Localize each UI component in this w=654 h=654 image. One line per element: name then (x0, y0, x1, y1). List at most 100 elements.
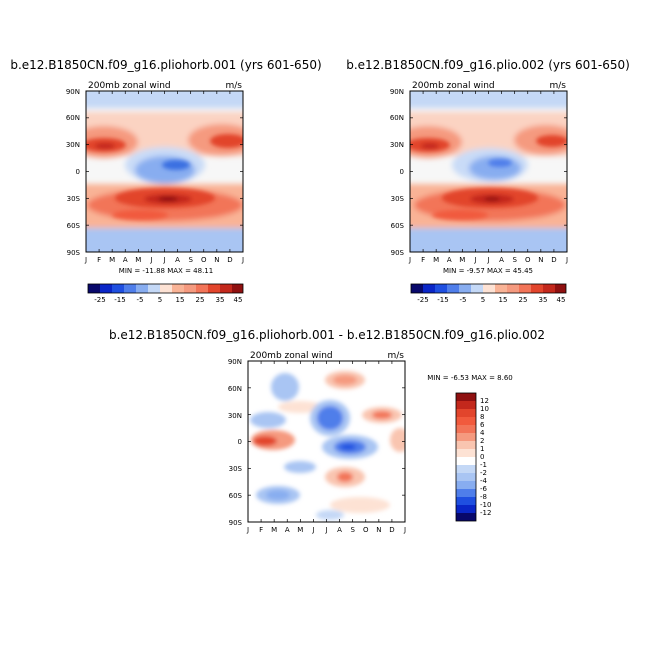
panel-c: b.e12.B1850CN.f09_g16.pliohorb.001 - b.e… (109, 328, 545, 534)
panel-c-ylabel-90n: 90N (228, 358, 242, 366)
panel-b-xlabel: M (433, 256, 439, 264)
panel-a-xlabel: D (227, 256, 232, 264)
panel-c-xlabel: A (337, 526, 342, 534)
panel-a-subtitle: 200mb zonal wind (88, 81, 171, 91)
panel-c-cbar-label: 1 (480, 445, 484, 453)
panel-b-xlabel: N (538, 256, 543, 264)
panel-b-ylabel-30n: 30N (390, 141, 404, 149)
panel-c-ylabel-60s: 60S (229, 492, 243, 500)
panel-a-cbar-label: 25 (196, 296, 205, 304)
panel-c-cbar-label: 4 (480, 429, 485, 437)
panel-b-ylabel-0: 0 (400, 168, 404, 176)
panel-b-units: m/s (550, 81, 567, 91)
panel-a-ylabel-90s: 90S (67, 249, 81, 257)
panel-c-ylabel-90s: 90S (229, 519, 243, 527)
panel-a-ylabel-60n: 60N (66, 114, 80, 122)
panel-b-xlabel: A (499, 256, 504, 264)
panel-b-cbar-label: 45 (557, 296, 566, 304)
panel-a-cbar-label: -5 (137, 296, 144, 304)
panel-c-ylabel-30s: 30S (229, 465, 243, 473)
panel-b-stats: MIN = -9.57 MAX = 45.45 (443, 267, 533, 275)
panel-a-cbar-label: 35 (216, 296, 225, 304)
panel-c-cbar-label: -2 (480, 469, 487, 477)
panel-a-stats: MIN = -11.88 MAX = 48.11 (119, 267, 213, 275)
panel-a-units: m/s (226, 81, 243, 91)
panel-b-colorbar: -25 -15 -5 5 15 25 35 45 (410, 283, 567, 304)
panel-b-xlabel: D (551, 256, 556, 264)
panel-b-subtitle: 200mb zonal wind (412, 81, 495, 91)
panel-b-title: b.e12.B1850CN.f09_g16.plio.002 (yrs 601-… (346, 58, 630, 72)
panel-b-ylabel-90n: 90N (390, 88, 404, 96)
panel-a-xlabel: J (241, 256, 244, 264)
panel-c-cbar-label: 8 (480, 413, 484, 421)
panel-c-xlabel: N (376, 526, 381, 534)
panel-b-xlabel: J (473, 256, 476, 264)
panel-a-cbar-label: 5 (158, 296, 162, 304)
panel-c-cbar-label: -8 (480, 493, 487, 501)
panel-a-xlabel: F (97, 256, 101, 264)
panel-b-xlabel: F (421, 256, 425, 264)
panel-a-cbar-label: -25 (94, 296, 105, 304)
panel-c-units: m/s (388, 351, 405, 361)
panel-b-cbar-label: 5 (481, 296, 485, 304)
panel-a-xlabel: M (135, 256, 141, 264)
panel-c-ylabel-60n: 60N (228, 385, 242, 393)
panel-a-xlabel: O (201, 256, 207, 264)
panel-c-xlabel: A (285, 526, 290, 534)
panel-c-cbar-label: 6 (480, 421, 485, 429)
panel-a-xlabel: M (109, 256, 115, 264)
panel-a-xlabel: A (123, 256, 128, 264)
panel-a-ylabel-0: 0 (76, 168, 80, 176)
panel-a-ylabel-90n: 90N (66, 88, 80, 96)
panel-c-stats: MIN = -6.53 MAX = 8.60 (427, 374, 513, 382)
panel-c-ylabel-30n: 30N (228, 412, 242, 420)
panel-b-field (410, 91, 567, 252)
panel-a: b.e12.B1850CN.f09_g16.pliohorb.001 (yrs … (10, 58, 321, 304)
panel-c-xlabel: M (297, 526, 303, 534)
panel-c-field (248, 361, 405, 522)
panel-b-cbar-label: 25 (519, 296, 528, 304)
panel-a-cbar-label: 15 (176, 296, 185, 304)
panel-b-cbar-label: -25 (417, 296, 428, 304)
panel-a-xlabel: J (162, 256, 165, 264)
panel-b-ylabel-60s: 60S (391, 222, 405, 230)
panel-c-cbar-label: 12 (480, 397, 489, 405)
panel-c-xlabel: J (403, 526, 406, 534)
panel-c-cbar-label: 0 (480, 453, 484, 461)
panel-c-cbar-label: 10 (480, 405, 489, 413)
panel-b-xlabel: A (447, 256, 452, 264)
panel-a-ylabel-60s: 60S (67, 222, 81, 230)
panel-b-cbar-label: 35 (539, 296, 548, 304)
panel-b-ylabel-60n: 60N (390, 114, 404, 122)
panel-a-field (86, 91, 243, 252)
panel-c-xlabel: O (363, 526, 369, 534)
panel-b-cbar-label: -15 (437, 296, 448, 304)
panel-a-xlabel: J (149, 256, 152, 264)
panel-a-cbar-label: 45 (234, 296, 243, 304)
panel-b-cbar-label: -5 (460, 296, 467, 304)
panel-b-xlabel: J (565, 256, 568, 264)
panel-b-ylabel-30s: 30S (391, 195, 405, 203)
panel-a-title: b.e12.B1850CN.f09_g16.pliohorb.001 (yrs … (10, 58, 321, 72)
panel-a-ylabel-30n: 30N (66, 141, 80, 149)
panel-b-xlabel: M (459, 256, 465, 264)
panel-b-ylabel-90s: 90S (391, 249, 405, 257)
panel-a-xlabel: S (188, 256, 193, 264)
panel-c-xlabel: F (259, 526, 263, 534)
panel-b-xlabel: S (512, 256, 517, 264)
panel-a-cbar-label: -15 (114, 296, 125, 304)
panel-c-cbar-label: -10 (480, 501, 491, 509)
panel-b: b.e12.B1850CN.f09_g16.plio.002 (yrs 601-… (346, 58, 630, 304)
panel-c-title: b.e12.B1850CN.f09_g16.pliohorb.001 - b.e… (109, 328, 545, 342)
panel-c-xlabel: S (350, 526, 355, 534)
panel-c-xlabel: D (389, 526, 394, 534)
panel-b-xlabel: J (408, 256, 411, 264)
panel-c-xlabel: J (324, 526, 327, 534)
panel-b-xlabel: O (525, 256, 531, 264)
panel-c-ylabel-0: 0 (238, 438, 242, 446)
panel-c-xlabel: J (311, 526, 314, 534)
panel-b-cbar-label: 15 (499, 296, 508, 304)
panel-c-cbar-label: 2 (480, 437, 484, 445)
panel-a-xlabel: N (214, 256, 219, 264)
